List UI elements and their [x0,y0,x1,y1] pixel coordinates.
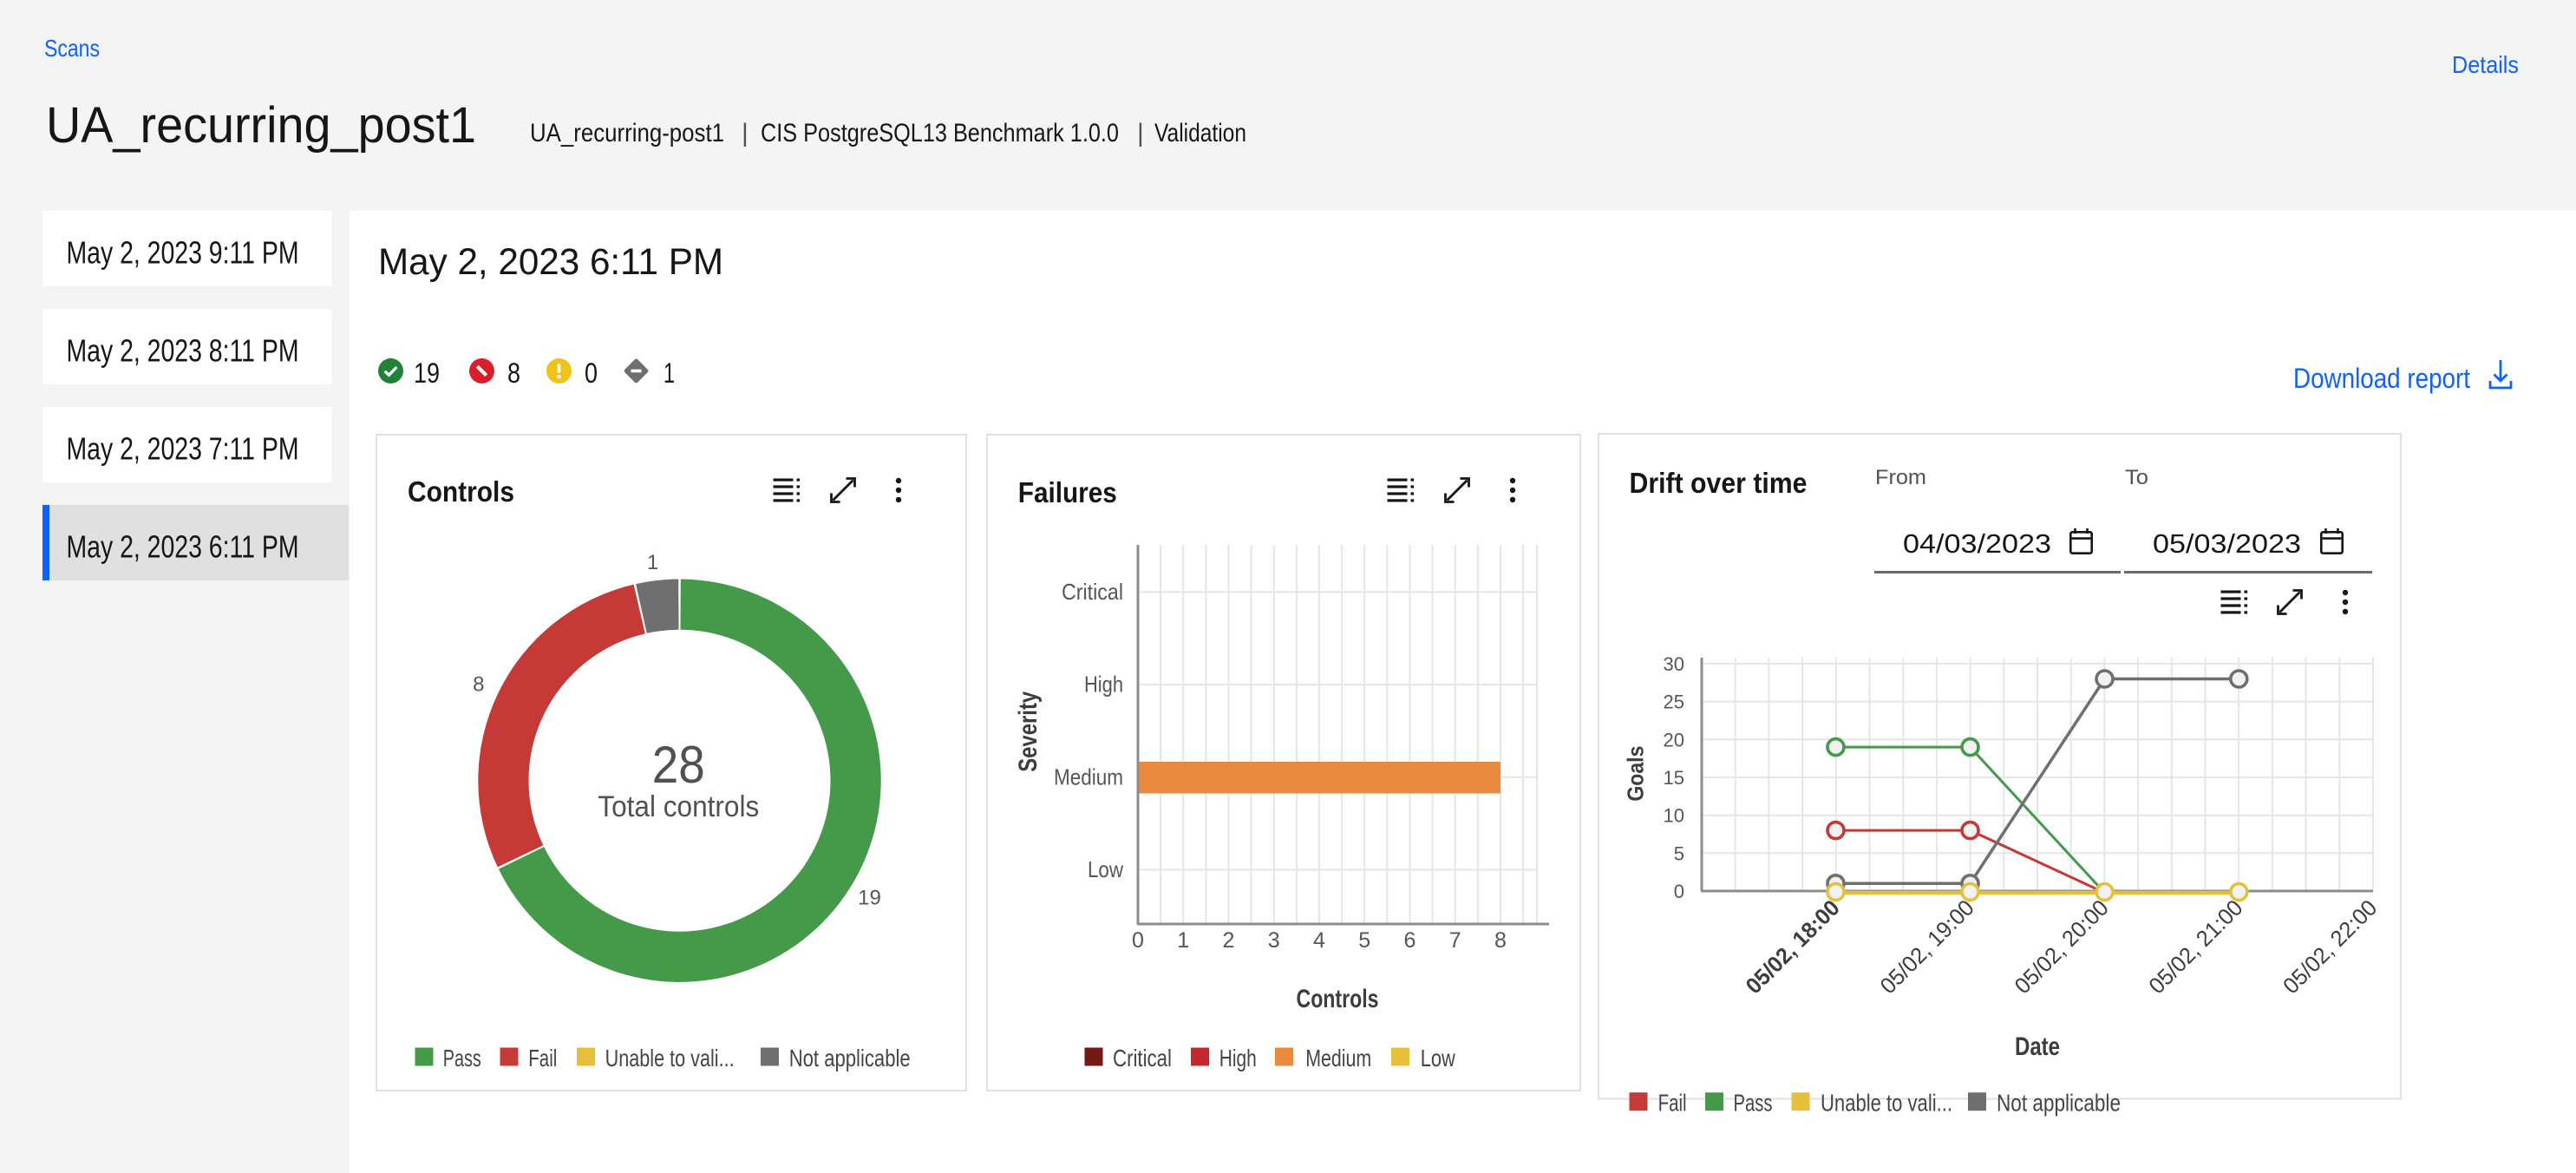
svg-text:UA_recurring-post1: UA_recurring-post1 [530,119,724,147]
svg-text:Validation: Validation [1154,119,1246,147]
svg-text:5: 5 [1358,928,1370,953]
svg-text:Severity: Severity [1014,691,1043,772]
svg-text:0: 0 [585,357,598,389]
svg-text:High: High [1084,672,1123,698]
svg-text:8: 8 [507,357,520,389]
svg-text:19: 19 [414,357,440,389]
svg-text:UA_recurring_post1: UA_recurring_post1 [46,97,476,154]
svg-text:Drift over time: Drift over time [1630,467,1808,499]
svg-text:|: | [742,119,749,147]
svg-text:CIS PostgreSQL13 Benchmark 1.0: CIS PostgreSQL13 Benchmark 1.0.0 [761,119,1119,147]
svg-text:05/03/2023: 05/03/2023 [2153,528,2301,559]
svg-text:5: 5 [1674,842,1684,864]
svg-text:Goals: Goals [1622,746,1648,802]
svg-text:Date: Date [2015,1032,2060,1061]
svg-text:|: | [1137,119,1144,147]
svg-text:Failures: Failures [1018,476,1117,508]
svg-text:May 2, 2023 6:11 PM: May 2, 2023 6:11 PM [67,529,299,565]
svg-text:28: 28 [652,736,705,794]
svg-text:1: 1 [647,551,658,574]
svg-text:Download report: Download report [2293,363,2470,394]
svg-text:Total controls: Total controls [598,790,759,823]
svg-text:Not applicable: Not applicable [789,1045,911,1071]
svg-text:Fail: Fail [1658,1090,1687,1117]
svg-text:Controls: Controls [408,475,514,508]
svg-text:Controls: Controls [1297,985,1379,1013]
svg-text:To: To [2125,466,2148,489]
svg-text:High: High [1219,1045,1257,1071]
svg-text:Unable to vali...: Unable to vali... [605,1045,735,1071]
svg-text:Fail: Fail [528,1045,557,1071]
svg-text:From: From [1875,466,1926,489]
svg-text:19: 19 [858,887,881,910]
svg-text:Low: Low [1088,856,1123,882]
svg-text:4: 4 [1313,928,1325,953]
svg-text:1: 1 [1177,928,1189,953]
svg-text:Not applicable: Not applicable [1997,1090,2121,1117]
svg-text:May 2, 2023 7:11 PM: May 2, 2023 7:11 PM [67,431,299,467]
svg-text:May 2, 2023 8:11 PM: May 2, 2023 8:11 PM [67,333,299,369]
svg-text:Medium: Medium [1305,1045,1371,1071]
svg-text:Pass: Pass [443,1045,481,1071]
svg-text:25: 25 [1664,691,1684,713]
svg-text:Critical: Critical [1062,579,1123,605]
svg-text:Details: Details [2452,51,2519,78]
svg-text:May 2, 2023 9:11 PM: May 2, 2023 9:11 PM [67,235,299,271]
svg-text:30: 30 [1664,653,1684,675]
svg-text:Critical: Critical [1113,1045,1172,1071]
svg-text:1: 1 [664,357,675,389]
svg-text:10: 10 [1664,805,1684,827]
svg-text:Unable to vali...: Unable to vali... [1821,1090,1952,1117]
svg-text:Medium: Medium [1054,763,1123,790]
svg-text:04/03/2023: 04/03/2023 [1903,528,2051,559]
svg-text:15: 15 [1664,767,1684,789]
svg-text:Pass: Pass [1734,1090,1773,1117]
svg-text:3: 3 [1268,928,1280,953]
svg-text:20: 20 [1664,729,1684,750]
svg-text:8: 8 [473,673,484,697]
svg-text:6: 6 [1404,928,1416,953]
svg-text:Scans: Scans [44,35,100,62]
svg-text:0: 0 [1674,881,1684,902]
svg-text:0: 0 [1132,928,1144,953]
svg-text:Low: Low [1421,1045,1456,1071]
svg-text:May 2, 2023 6:11 PM: May 2, 2023 6:11 PM [378,241,723,283]
svg-text:8: 8 [1494,928,1507,953]
svg-text:2: 2 [1223,928,1235,953]
svg-text:7: 7 [1449,928,1461,953]
